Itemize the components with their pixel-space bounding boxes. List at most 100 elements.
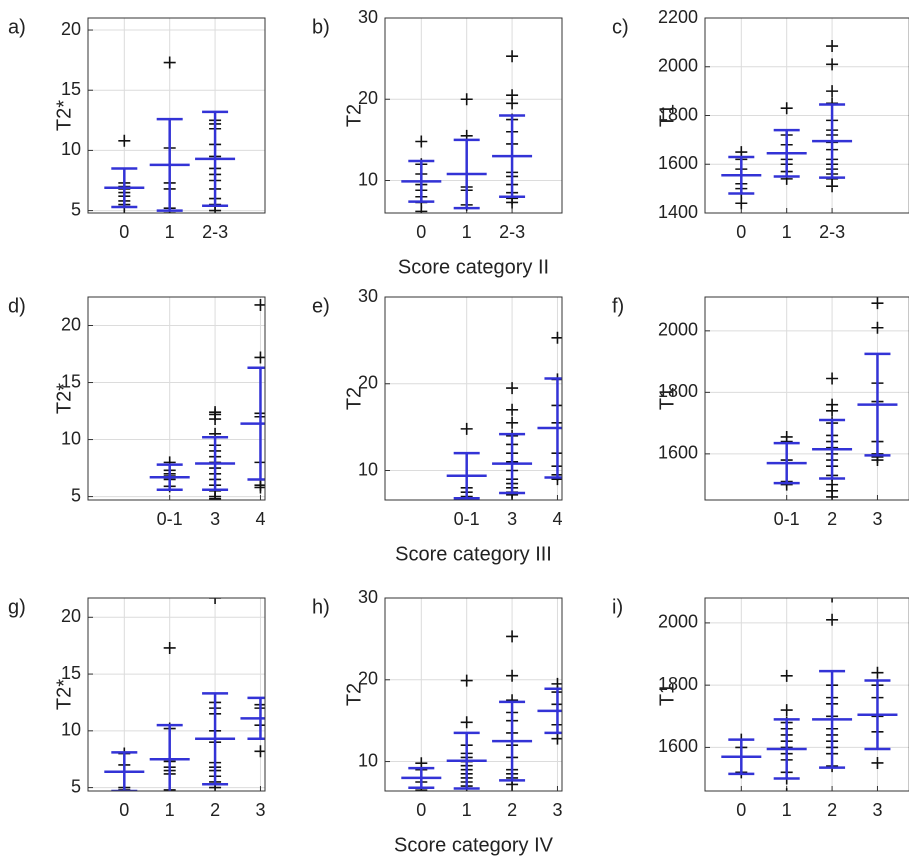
y-axis-label: T2 [343, 104, 365, 127]
y-axis-label: T2 [343, 387, 365, 410]
x-tick-label: 3 [552, 800, 562, 820]
panel-label: g) [8, 596, 26, 618]
point [415, 135, 428, 148]
plot-content [401, 630, 562, 791]
axes-frame [384, 296, 563, 501]
x-tick-label: 1 [165, 222, 175, 242]
point [506, 403, 519, 416]
point [506, 630, 519, 643]
y-tick-label: 10 [61, 428, 81, 448]
point [460, 93, 473, 106]
axes-frame [87, 296, 266, 501]
point [506, 416, 519, 429]
point [254, 745, 265, 758]
panel-label: d) [8, 295, 26, 317]
point [831, 598, 833, 603]
x-tick-label: 4 [255, 509, 265, 529]
point [254, 351, 265, 364]
y-tick-label: 2000 [658, 320, 698, 340]
point [826, 404, 839, 417]
y-tick-label: 1400 [658, 202, 698, 222]
x-tick-label: 0-1 [157, 509, 183, 529]
y-tick-label: 1600 [658, 443, 698, 463]
plot-area [385, 18, 562, 213]
x-tick-label: 0 [416, 222, 426, 242]
point [785, 788, 788, 791]
point [460, 716, 473, 729]
x-tick-label: 0 [119, 222, 129, 242]
y-tick-label: 15 [61, 663, 81, 683]
plot-content [401, 50, 533, 213]
point [118, 134, 131, 147]
point [506, 196, 519, 209]
plot-content [446, 331, 562, 500]
plot-content [104, 598, 265, 791]
panel-label: e) [312, 295, 330, 317]
x-tick-label: 0 [416, 800, 426, 820]
x-axis-label: Score category III [395, 543, 552, 565]
point [826, 85, 839, 98]
axes-frame [384, 597, 563, 792]
plot-content [766, 297, 898, 500]
x-tick-label: 1 [462, 800, 472, 820]
plot-area [88, 297, 265, 500]
plot-area [385, 297, 562, 500]
point [209, 492, 222, 500]
x-tick-label: 0-1 [454, 509, 480, 529]
point [506, 382, 519, 395]
panel-label: a) [8, 16, 26, 38]
point [506, 97, 519, 110]
point [163, 56, 176, 69]
point [871, 321, 884, 334]
point [506, 669, 519, 682]
panel-label: f) [612, 295, 624, 317]
x-tick-label: 4 [552, 509, 562, 529]
plot-content [721, 598, 898, 791]
x-tick-label: 2 [507, 800, 517, 820]
point [254, 481, 265, 494]
y-axis-label: T1 [656, 104, 678, 127]
x-axis-label: Score category II [398, 256, 549, 278]
x-tick-label: 3 [507, 509, 517, 529]
plot-content [149, 298, 265, 500]
axes-frame [87, 17, 266, 214]
point [460, 674, 473, 687]
y-axis-label: T2* [53, 679, 75, 710]
y-tick-label: 15 [61, 79, 81, 99]
y-tick-label: 1600 [658, 153, 698, 173]
point [826, 613, 839, 626]
y-tick-label: 30 [358, 587, 378, 607]
plot-area [385, 598, 562, 791]
point [826, 180, 839, 193]
x-tick-label: 1 [782, 222, 792, 242]
point [551, 732, 562, 745]
x-tick-label: 0 [736, 800, 746, 820]
y-tick-label: 20 [61, 19, 81, 39]
y-tick-label: 10 [358, 169, 378, 189]
axes-frame [704, 296, 909, 501]
axes-frame [704, 597, 909, 792]
x-tick-label: 1 [165, 800, 175, 820]
plot-content [721, 40, 853, 210]
y-tick-label: 20 [358, 373, 378, 393]
x-tick-label: 1 [462, 222, 472, 242]
y-tick-label: 15 [61, 371, 81, 391]
point [123, 209, 126, 213]
y-tick-label: 2000 [658, 56, 698, 76]
axes-frame [704, 17, 909, 214]
point [780, 102, 793, 115]
panel-label: i) [612, 596, 623, 618]
y-tick-label: 20 [61, 314, 81, 334]
point [780, 669, 793, 682]
x-tick-label: 2 [827, 800, 837, 820]
y-tick-label: 20 [61, 606, 81, 626]
y-tick-label: 5 [71, 485, 81, 505]
panel-label: b) [312, 16, 330, 38]
x-tick-label: 2-3 [819, 222, 845, 242]
x-tick-label: 2 [827, 509, 837, 529]
y-axis-label: T2* [53, 100, 75, 131]
x-tick-label: 0 [119, 800, 129, 820]
panel-label: c) [612, 16, 629, 38]
y-tick-label: 10 [358, 750, 378, 770]
